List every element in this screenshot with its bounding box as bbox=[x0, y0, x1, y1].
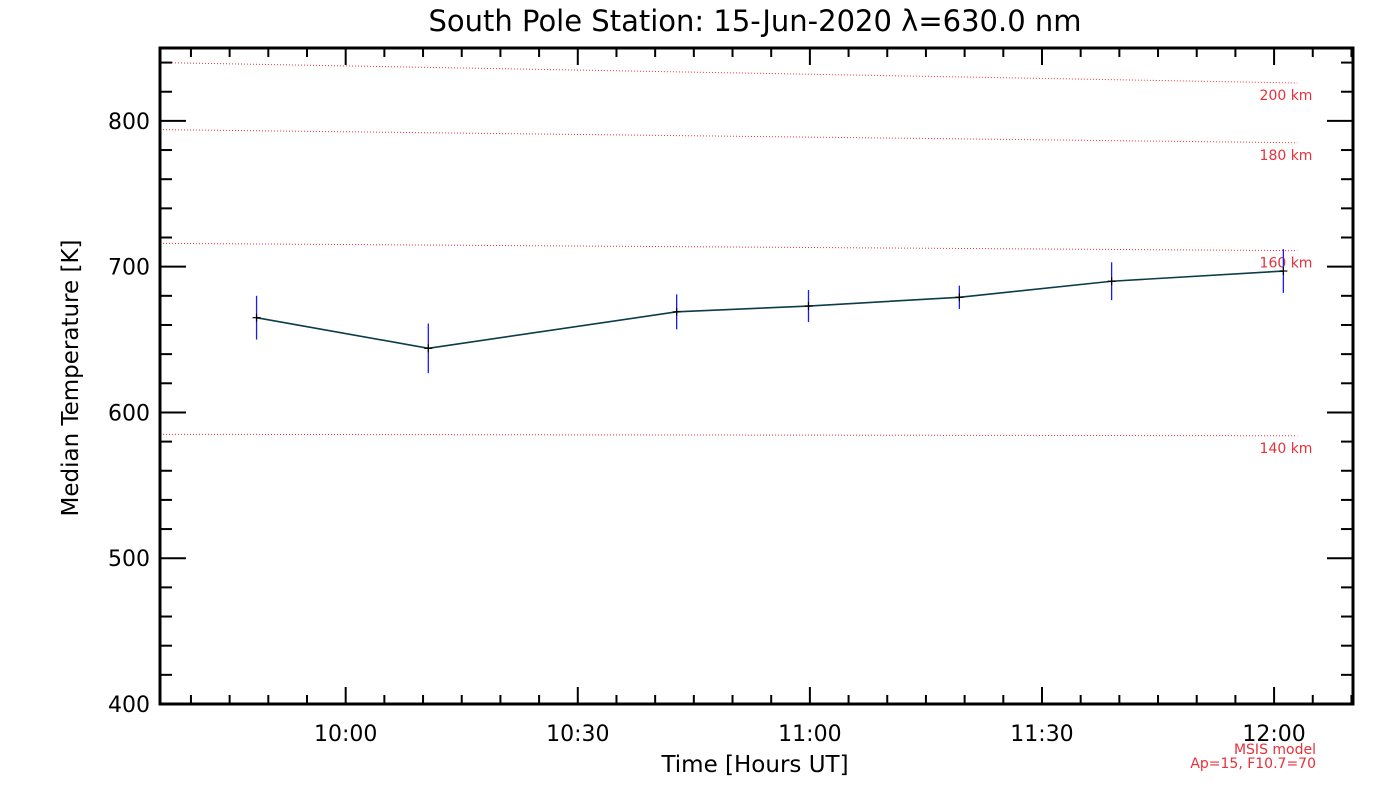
axis-ticks bbox=[160, 48, 1353, 705]
y-axis-label: Median Temperature [K] bbox=[58, 240, 84, 517]
reference-line-2 bbox=[159, 242, 1298, 252]
x-axis-label: Time [Hours UT] bbox=[660, 752, 848, 778]
reference-line-3 bbox=[159, 433, 1298, 437]
reference-line-1 bbox=[159, 129, 1298, 144]
data-point-0-1 bbox=[424, 344, 433, 353]
data-point-0-4 bbox=[955, 293, 964, 302]
reference-label-1: 180 km bbox=[1260, 148, 1313, 164]
chart-title: South Pole Station: 15-Jun-2020 λ=630.0 … bbox=[428, 4, 1081, 38]
y-tick-label-2: 600 bbox=[108, 401, 150, 426]
y-tick-labels: 400 500 600 700 800 bbox=[108, 110, 150, 718]
data-point-0-6 bbox=[1279, 267, 1288, 276]
msis-parameters-note: Ap=15, F10.7=70 bbox=[1190, 756, 1316, 772]
reference-label-3: 140 km bbox=[1260, 441, 1313, 457]
y-tick-label-3: 700 bbox=[108, 256, 150, 281]
x-tick-label-3: 11:30 bbox=[1010, 722, 1073, 747]
data-point-0-3 bbox=[804, 302, 813, 311]
data-point-0-0 bbox=[252, 313, 261, 322]
reference-label-0: 200 km bbox=[1260, 88, 1313, 104]
y-tick-label-4: 800 bbox=[108, 110, 150, 135]
data-point-0-2 bbox=[672, 307, 681, 316]
plot-frame bbox=[158, 46, 1355, 706]
data-point-0-5 bbox=[1107, 277, 1116, 286]
temperature-series bbox=[252, 249, 1288, 374]
x-tick-labels: 10:00 10:30 11:00 11:30 12:00 bbox=[314, 722, 1306, 747]
reference-line-0 bbox=[159, 62, 1298, 84]
y-tick-label-0: 400 bbox=[108, 693, 150, 718]
x-tick-label-1: 10:30 bbox=[546, 722, 609, 747]
series-line-0 bbox=[256, 270, 1284, 350]
msis-reference-lines: 200 km 180 km 160 km 140 km bbox=[159, 62, 1313, 457]
msis-model-note: MSIS model bbox=[1234, 742, 1316, 758]
reference-label-2: 160 km bbox=[1260, 256, 1313, 272]
x-tick-label-4: 12:00 bbox=[1242, 722, 1305, 747]
y-tick-label-1: 500 bbox=[108, 547, 150, 572]
x-tick-label-0: 10:00 bbox=[314, 722, 377, 747]
x-tick-label-2: 11:00 bbox=[778, 722, 841, 747]
